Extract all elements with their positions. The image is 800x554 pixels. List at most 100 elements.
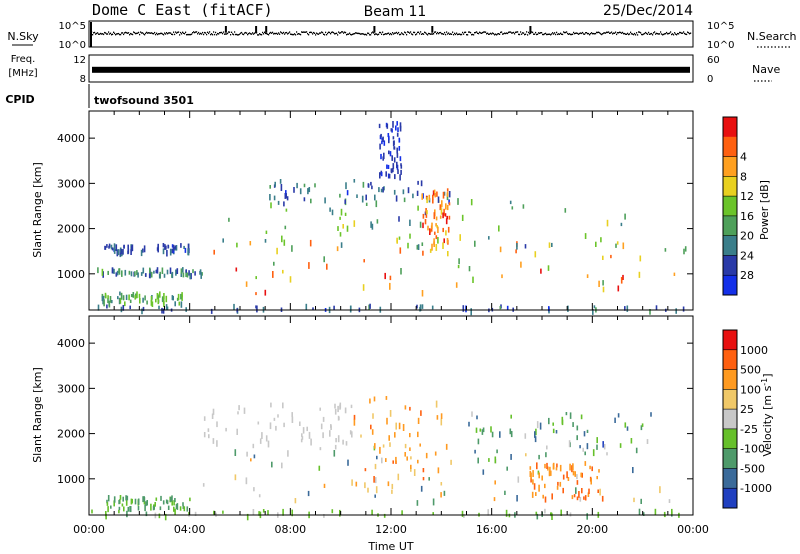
heatmap-cell (118, 506, 121, 511)
heatmap-cell (182, 505, 185, 509)
nsky-sample (681, 32, 683, 34)
nsky-sample (108, 31, 110, 33)
heatmap-cell (520, 261, 522, 268)
nsky-sample (641, 33, 643, 36)
heatmap-cell (108, 300, 111, 308)
nsky-sample (266, 32, 268, 35)
nsky-sample (121, 32, 123, 34)
nsky-sample (115, 34, 117, 36)
heatmap-cell (105, 511, 107, 517)
heatmap-cell (363, 259, 365, 263)
x-tick-label: 04:00 (174, 523, 206, 536)
nsky-sample (335, 32, 337, 35)
nsky-sample (667, 33, 669, 35)
nsky-sample (610, 32, 612, 34)
nsky-sample (552, 32, 554, 34)
heatmap-cell (391, 489, 393, 494)
heatmap-cell (256, 305, 258, 313)
colorbar-tick-label: 16 (740, 210, 754, 223)
heatmap-cell (275, 425, 277, 431)
heatmap-cell (504, 490, 506, 495)
heatmap-cell (249, 241, 252, 246)
heatmap-cell (182, 272, 185, 278)
heatmap-cell (590, 478, 592, 485)
heatmap-cell (378, 187, 380, 193)
nsky-sample (636, 32, 638, 34)
nsky-sample (169, 32, 171, 34)
nsky-sample (650, 33, 652, 35)
colorbar-segment (723, 117, 737, 138)
nsky-sample (357, 32, 359, 35)
nsky-sample (459, 33, 461, 35)
heatmap-cell (318, 465, 321, 471)
heatmap-cell (291, 509, 293, 517)
nsky-sample (687, 31, 689, 33)
heatmap-cell (264, 239, 267, 243)
nsky-sample (265, 32, 267, 35)
nsky-sample (274, 32, 276, 35)
nsky-sample (450, 33, 452, 35)
heatmap-cell (161, 267, 164, 274)
nsky-sample (612, 33, 614, 35)
heatmap-cell (356, 194, 358, 198)
heatmap-cell (433, 238, 435, 244)
nsky-sample (200, 32, 202, 35)
heatmap-cell (432, 190, 435, 196)
nsky-sample (548, 33, 550, 35)
heatmap-cell (477, 438, 480, 445)
nsky-sample (563, 31, 565, 33)
heatmap-cell (516, 243, 518, 250)
nsky-sample (404, 31, 406, 33)
heatmap-cell (350, 404, 353, 409)
heatmap-cell (199, 270, 201, 275)
heatmap-cell (246, 451, 248, 457)
heatmap-cell (437, 196, 440, 203)
nsky-sample (312, 33, 314, 35)
heatmap-cell (125, 500, 128, 506)
heatmap-cell (166, 500, 169, 505)
nsky-sample (299, 33, 301, 35)
heatmap-cell (345, 441, 348, 446)
heatmap-cell (639, 255, 642, 262)
heatmap-cell (440, 482, 443, 486)
nsky-sample (489, 33, 491, 35)
nsky-sample (277, 33, 279, 35)
heatmap-cell (675, 308, 677, 314)
cpid-value: twofsound 3501 (94, 94, 194, 107)
heatmap-cell (331, 509, 334, 514)
nsky-sample (134, 32, 136, 34)
heatmap-cell (370, 221, 372, 228)
heatmap-cell (180, 268, 183, 274)
nsky-sample (429, 33, 431, 35)
nsky-sample (157, 33, 159, 36)
nsky-sample (631, 33, 633, 35)
heatmap-cell (306, 426, 308, 432)
heatmap-cell (235, 267, 238, 272)
nsky-sample (619, 31, 621, 33)
nsky-sample (684, 32, 686, 35)
nsky-sample (192, 32, 194, 34)
nsky-sample (126, 32, 128, 34)
heatmap-cell (189, 497, 191, 502)
heatmap-cell (442, 212, 444, 219)
nsky-sample (153, 33, 155, 35)
heatmap-cell (532, 470, 534, 477)
heatmap-cell (201, 272, 203, 276)
nsky-sample (536, 33, 538, 36)
nsky-sample (199, 33, 201, 35)
heatmap-cell (255, 276, 257, 280)
nsky-sample (193, 31, 195, 33)
heatmap-cell (322, 416, 325, 422)
nsky-sample (341, 31, 343, 33)
heatmap-cell (375, 486, 378, 494)
heatmap-cell (126, 495, 129, 501)
heatmap-cell (477, 457, 479, 464)
nsky-sample (512, 32, 514, 34)
heatmap-cell (173, 506, 175, 512)
colorbar-segment (723, 156, 737, 177)
nsky-sample (531, 31, 533, 33)
nsky-spike (529, 26, 532, 33)
nsky-sample (528, 31, 530, 34)
nsky-sample (232, 33, 234, 35)
